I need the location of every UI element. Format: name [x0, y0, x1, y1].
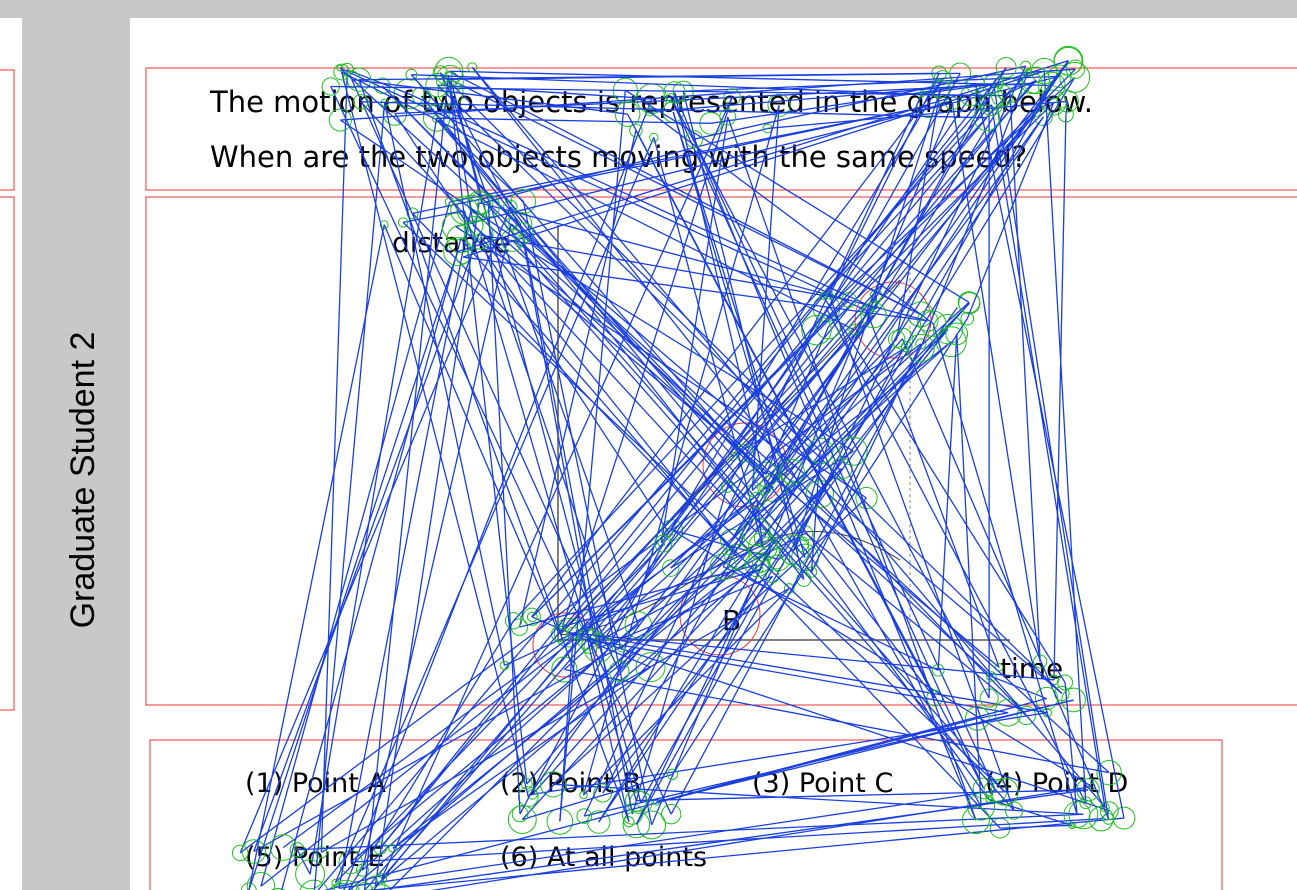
saccade	[513, 105, 991, 621]
option: (1) Point A	[245, 768, 386, 799]
saccade	[594, 636, 1047, 713]
saccade	[1054, 115, 1066, 680]
saccade	[240, 207, 510, 853]
saccade	[671, 348, 920, 814]
saccade	[346, 790, 1088, 890]
saccade	[321, 70, 347, 853]
saccade	[472, 67, 1105, 807]
top-band	[0, 0, 1297, 18]
saccade	[902, 339, 1108, 819]
saccade	[335, 544, 663, 883]
saccade	[632, 487, 727, 814]
aoi-box	[0, 70, 14, 190]
saccade	[560, 90, 625, 821]
saccade	[519, 130, 635, 627]
saccade	[763, 117, 1043, 538]
saccade	[385, 103, 505, 666]
saccade	[976, 84, 1124, 818]
saccade	[867, 311, 999, 668]
scanpath-view: Graduate Student 2 The motion of two obj…	[0, 0, 1297, 890]
saccade	[933, 324, 1077, 815]
saccade	[481, 237, 622, 649]
saccade	[598, 96, 970, 648]
saccade	[828, 102, 1053, 327]
saccade	[587, 639, 1008, 712]
saccade	[723, 567, 938, 671]
participant-label: Graduate Student 2	[64, 332, 102, 629]
saccade	[364, 818, 1124, 890]
aoi-box	[0, 197, 14, 710]
